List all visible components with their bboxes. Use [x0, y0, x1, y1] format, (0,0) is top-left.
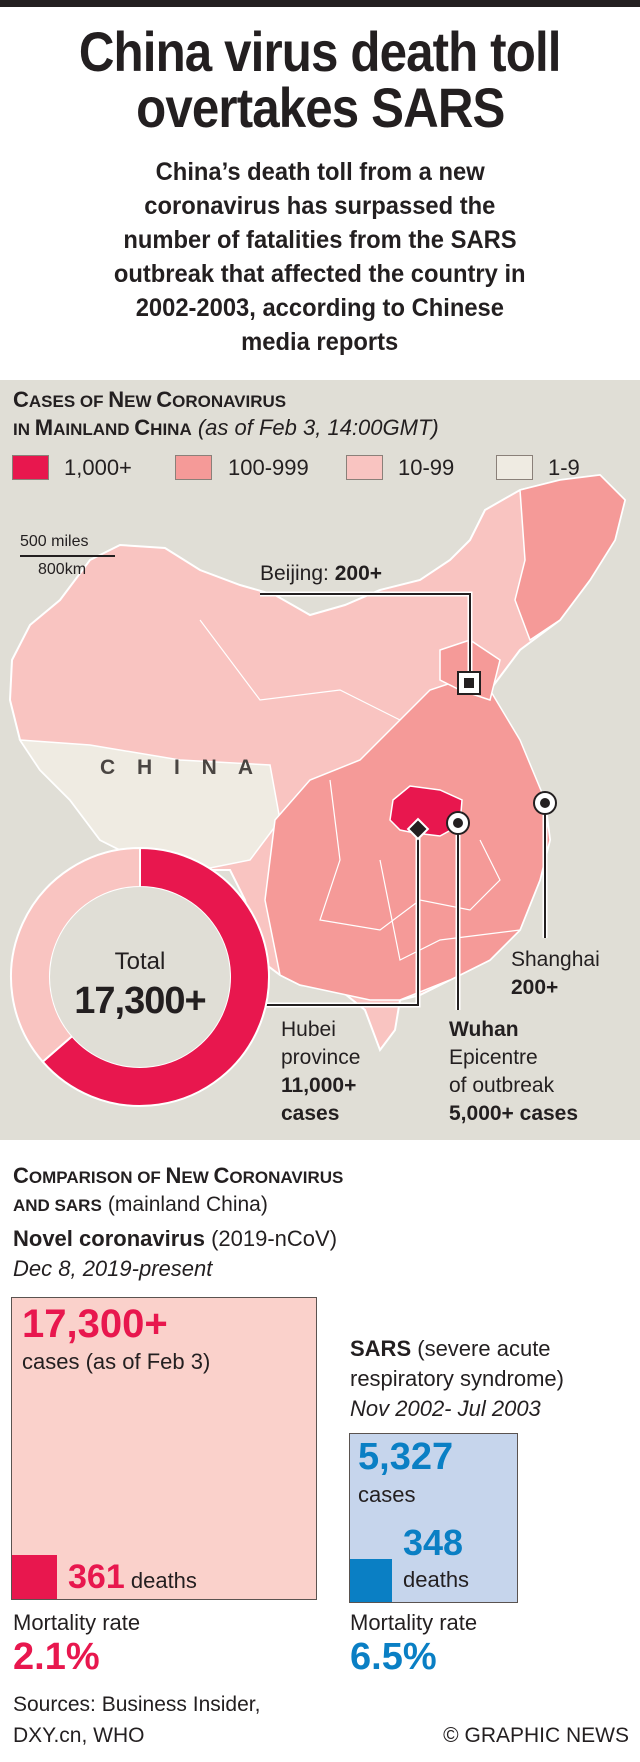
legend-swatch-1-9 — [496, 455, 533, 480]
map-heading-line2: IN MAINLAND CHINA (as of Feb 3, 14:00GMT… — [13, 415, 439, 440]
hubei-label: Hubei province 11,000+ cases — [281, 1018, 361, 1125]
legend-label: 1,000+ — [64, 455, 132, 480]
beijing-label: Beijing: 200+ — [260, 562, 383, 585]
credit: © GRAPHIC NEWS — [443, 1724, 629, 1747]
subtitle-line: number of fatalities from the SARS — [123, 226, 517, 254]
total-cases-donut — [10, 846, 270, 1107]
legend-swatch-100-999 — [175, 455, 212, 480]
scale-km-label: 800km — [38, 561, 87, 578]
ncov-mortality-value: 2.1% — [13, 1636, 100, 1678]
ncov-name: Novel coronavirus (2019-nCoV) — [13, 1226, 338, 1251]
scale-miles-label: 500 miles — [20, 533, 89, 550]
sources-line: Sources: Business Insider, — [13, 1693, 261, 1716]
legend-swatch-10-99 — [346, 455, 383, 480]
wuhan-marker-icon — [446, 811, 470, 835]
beijing-marker-icon — [457, 671, 481, 695]
legend-swatch-1000plus — [12, 455, 49, 480]
shanghai-label: Shanghai 200+ — [511, 948, 600, 999]
map-heading-line1: CASES OF NEW CORONAVIRUS — [13, 387, 287, 412]
sars-desc: respiratory syndrome) — [350, 1366, 564, 1391]
top-bar — [0, 0, 640, 7]
sars-mortality-label: Mortality rate — [350, 1610, 478, 1635]
sars-name: SARS (severe acute — [350, 1336, 551, 1361]
beijing-leader-line — [260, 593, 471, 683]
subtitle-line: media reports — [241, 328, 399, 356]
subtitle-line: outbreak that affected the country in — [114, 260, 526, 288]
region-northeast — [514, 474, 626, 642]
sources-line: DXY.cn, WHO — [13, 1724, 145, 1747]
hubei-marker-icon — [406, 817, 430, 841]
donut-hole — [50, 887, 230, 1067]
comparison-heading-line1: COMPARISON OF NEW CORONAVIRUS — [13, 1163, 344, 1188]
headline-line1: China virus death toll — [79, 20, 562, 83]
ncov-cases-box — [11, 1297, 317, 1600]
shanghai-marker-icon — [533, 791, 557, 815]
wuhan-label: Wuhan Epicentre of outbreak 5,000+ cases — [449, 1018, 579, 1125]
ncov-deaths-square — [12, 1555, 57, 1599]
legend-label: 100-999 — [228, 455, 309, 480]
sars-deaths-label: deaths — [403, 1567, 470, 1592]
sars-cases-value: 5,327 — [358, 1436, 454, 1478]
sars-mortality-value: 6.5% — [350, 1636, 437, 1678]
ncov-cases-value: 17,300+ — [22, 1302, 168, 1346]
ncov-deaths: 361 deaths — [68, 1558, 197, 1596]
sars-period: Nov 2002- Jul 2003 — [350, 1396, 541, 1421]
hubei-leader-line — [253, 829, 419, 1006]
country-label: C H I N A — [100, 756, 262, 779]
subtitle-line: coronavirus has surpassed the — [144, 192, 496, 220]
legend-label: 10-99 — [398, 455, 455, 480]
donut-total-label: Total — [114, 948, 166, 975]
sars-deaths-square — [350, 1559, 392, 1602]
china-map — [8, 473, 627, 1107]
sars-cases-label: cases — [358, 1482, 416, 1507]
subtitle-line: China’s death toll from a new — [155, 158, 485, 186]
legend-label: 1-9 — [548, 455, 580, 480]
subtitle-line: 2002-2003, according to Chinese — [135, 294, 505, 322]
headline-line2: overtakes SARS — [135, 76, 505, 139]
province-borders — [199, 619, 401, 721]
ncov-period: Dec 8, 2019-present — [13, 1256, 213, 1281]
ncov-mortality-label: Mortality rate — [13, 1610, 141, 1635]
comparison-heading-line2: AND SARS (mainland China) — [13, 1193, 268, 1216]
region-tibet — [18, 739, 281, 871]
donut-total-value: 17,300+ — [74, 980, 206, 1022]
sars-deaths-value: 348 — [403, 1522, 464, 1563]
province-borders — [319, 779, 501, 931]
ncov-cases-note: cases (as of Feb 3) — [22, 1349, 211, 1374]
